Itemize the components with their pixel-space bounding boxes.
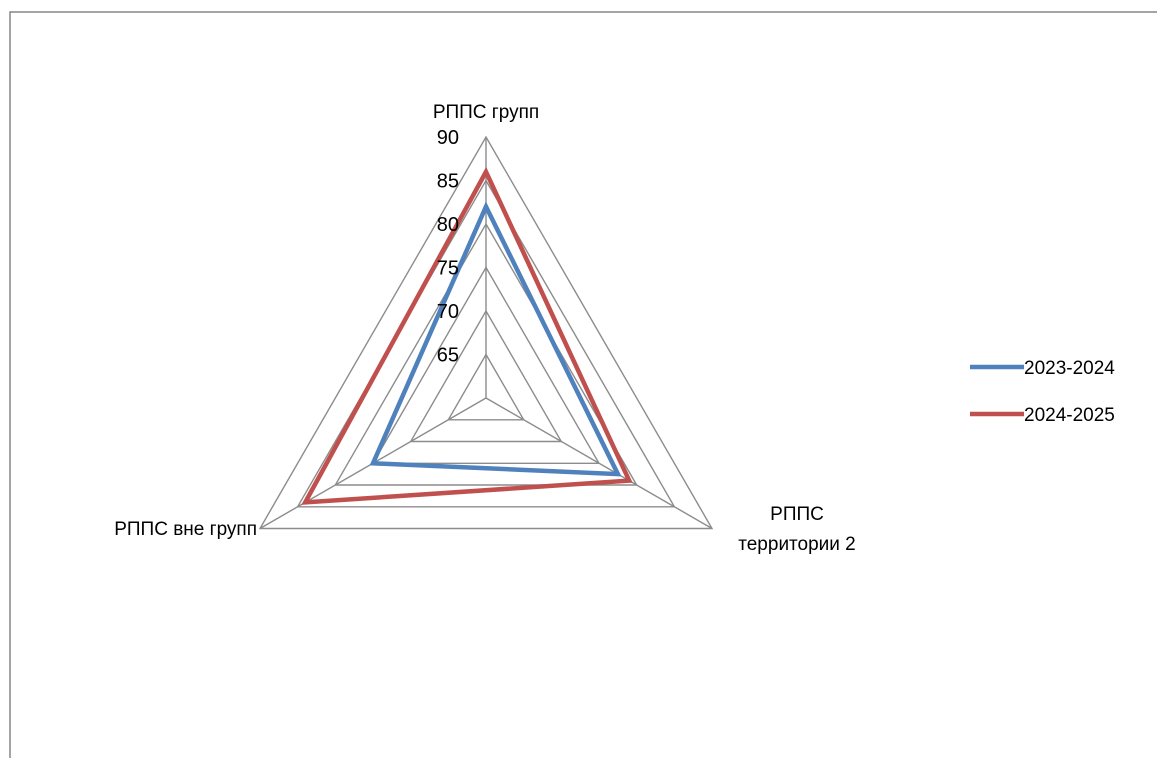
grid-ring-5 <box>258 135 714 530</box>
tick-label-1: 70 <box>437 301 459 323</box>
tick-label-2: 75 <box>437 258 459 280</box>
category-label-2: РППС вне групп <box>114 519 257 540</box>
grid-ring-0 <box>447 353 525 421</box>
legend-label-1: 2024-2025 <box>1024 405 1115 426</box>
tick-label-4: 85 <box>437 171 459 193</box>
chart-border <box>9 11 1157 758</box>
tick-label-5: 90 <box>437 127 459 149</box>
legend-label-0: 2023-2024 <box>1024 358 1115 379</box>
category-label-0: РППС групп <box>433 102 539 123</box>
spoke-1 <box>485 397 713 530</box>
category-labels: РППС групп РППС территории 2 РППС вне групп <box>114 102 856 555</box>
radial-tick-labels: 65 70 75 80 85 90 <box>437 127 459 367</box>
category-label-1-line-0: РППС <box>770 504 824 525</box>
tick-label-0: 65 <box>437 345 459 367</box>
category-label-1-line-1: территории 2 <box>738 534 856 555</box>
grid-ring-2 <box>371 266 601 464</box>
series-line-1 <box>301 166 633 505</box>
legend: 2023-2024 2024-2025 <box>970 358 1115 426</box>
radar-series <box>301 166 633 505</box>
grid-ring-1 <box>409 309 563 443</box>
series-line-0 <box>369 201 622 477</box>
tick-label-3: 80 <box>437 214 459 236</box>
